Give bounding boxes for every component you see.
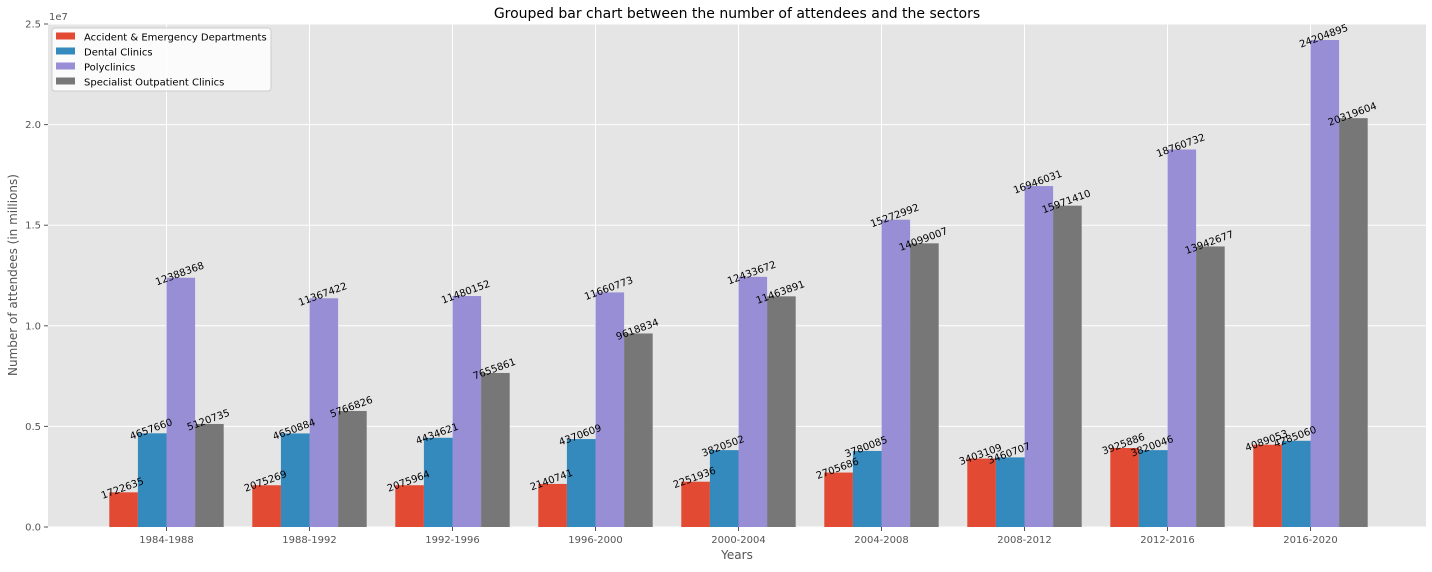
y-tick-label: 2.0 xyxy=(25,120,41,131)
x-tick-label: 2000-2004 xyxy=(711,535,766,546)
bar xyxy=(767,296,796,527)
bar xyxy=(137,433,167,527)
bar xyxy=(1167,149,1197,528)
bar xyxy=(595,292,625,527)
bar xyxy=(852,450,882,527)
legend-swatch xyxy=(56,77,75,85)
legend: Accident & Emergency Departments Dental C… xyxy=(51,27,272,92)
legend-label: Accident & Emergency Departments xyxy=(84,33,267,44)
bar xyxy=(995,457,1025,527)
y-tick-label: 0.0 xyxy=(25,523,41,534)
bars-group xyxy=(109,39,1368,528)
bar xyxy=(881,219,911,527)
y-tick-label: 1.5 xyxy=(25,221,41,232)
bar xyxy=(338,410,367,527)
bar xyxy=(1339,118,1368,528)
bar xyxy=(1024,186,1054,528)
y-tick-label: 1.0 xyxy=(25,321,41,332)
bar xyxy=(1196,246,1225,528)
y-axis: 0.0 0.5 1.0 1.5 2.0 2.5 xyxy=(25,20,48,534)
x-axis-label: Years xyxy=(720,548,753,562)
bar xyxy=(423,437,453,527)
bar xyxy=(280,433,310,527)
x-tick-label: 2004-2008 xyxy=(854,535,909,546)
legend-swatch xyxy=(56,47,75,55)
bar xyxy=(1310,39,1340,528)
legend-swatch xyxy=(56,62,75,70)
bar xyxy=(967,458,996,527)
legend-label: Dental Clinics xyxy=(84,48,153,59)
bar xyxy=(1253,444,1282,527)
legend-swatch xyxy=(56,32,75,40)
bar xyxy=(309,298,339,527)
x-tick-label: 1984-1988 xyxy=(139,535,194,546)
x-tick-label: 1988-1992 xyxy=(282,535,337,546)
bar xyxy=(624,333,653,527)
y-offset-label: 1e7 xyxy=(49,12,68,23)
y-tick-label: 2.5 xyxy=(25,20,41,31)
bar xyxy=(195,423,224,527)
bar xyxy=(566,439,596,527)
x-tick-label: 2008-2012 xyxy=(997,535,1052,546)
bar xyxy=(538,483,567,527)
bar xyxy=(166,277,196,527)
bar xyxy=(109,492,138,527)
chart-title: Grouped bar chart between the number of … xyxy=(494,6,980,22)
x-tick-label: 1992-1996 xyxy=(425,535,480,546)
x-axis: 1984-1988 1988-1992 1992-1996 1996-2000 2000… xyxy=(139,527,1338,546)
x-tick-label: 1996-2000 xyxy=(568,535,623,546)
bar xyxy=(1281,440,1311,527)
bar xyxy=(738,276,768,527)
bar xyxy=(452,296,482,527)
bar xyxy=(681,481,710,527)
y-axis-label: Number of attendees (in millions) xyxy=(6,174,20,376)
y-tick-label: 0.5 xyxy=(25,422,41,433)
legend-label: Specialist Outpatient Clinics xyxy=(84,78,224,89)
bar xyxy=(824,472,853,527)
legend-label: Polyclinics xyxy=(84,63,135,74)
bar xyxy=(1138,450,1168,527)
x-tick-label: 2016-2020 xyxy=(1283,535,1338,546)
bar xyxy=(252,485,281,527)
bar xyxy=(395,485,424,527)
bar xyxy=(481,372,510,527)
bar xyxy=(910,243,939,527)
x-tick-label: 2012-2016 xyxy=(1140,535,1195,546)
bar xyxy=(1053,205,1082,528)
legend-box xyxy=(51,27,272,92)
bar xyxy=(1110,448,1139,527)
bar xyxy=(709,450,739,527)
